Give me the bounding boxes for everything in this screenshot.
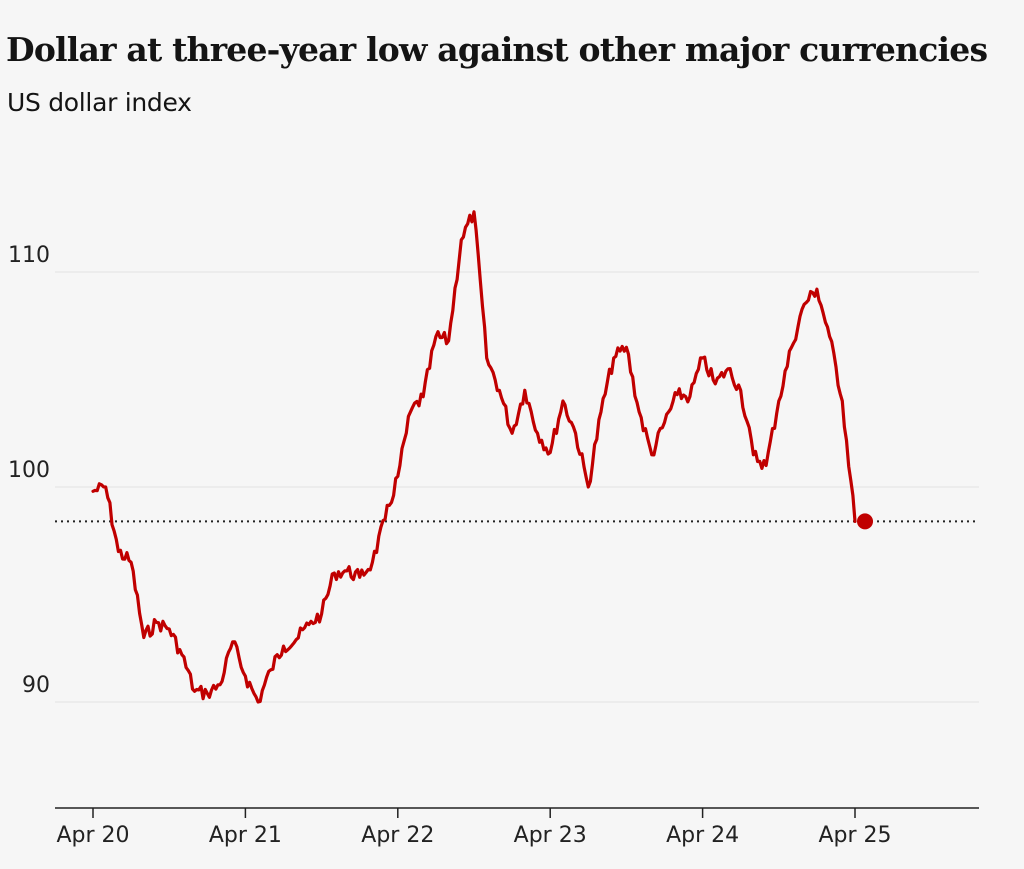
- grid-lines: [55, 271, 979, 703]
- y-tick-label-100: 100: [8, 458, 50, 483]
- x-tick-label-0: Apr 20: [56, 823, 129, 848]
- series-line-us-dollar-index: [91, 210, 857, 704]
- x-tick-label-1: Apr 21: [209, 823, 282, 848]
- end-point-marker: [857, 513, 873, 530]
- chart-subtitle: US dollar index: [7, 88, 192, 117]
- x-tick-label-5: Apr 25: [818, 823, 891, 848]
- y-tick-label-90: 90: [22, 673, 50, 698]
- y-axis-labels: 90 100 110: [8, 243, 50, 698]
- x-axis-ticks: Apr 20 Apr 21 Apr 22 Apr 23 Apr 24 Apr 25: [56, 808, 892, 848]
- x-tick-label-3: Apr 23: [514, 823, 587, 848]
- x-tick-label-4: Apr 24: [666, 823, 739, 848]
- y-tick-label-110: 110: [8, 243, 50, 268]
- x-tick-label-2: Apr 22: [361, 823, 434, 848]
- chart-title: Dollar at three-year low against other m…: [6, 30, 988, 69]
